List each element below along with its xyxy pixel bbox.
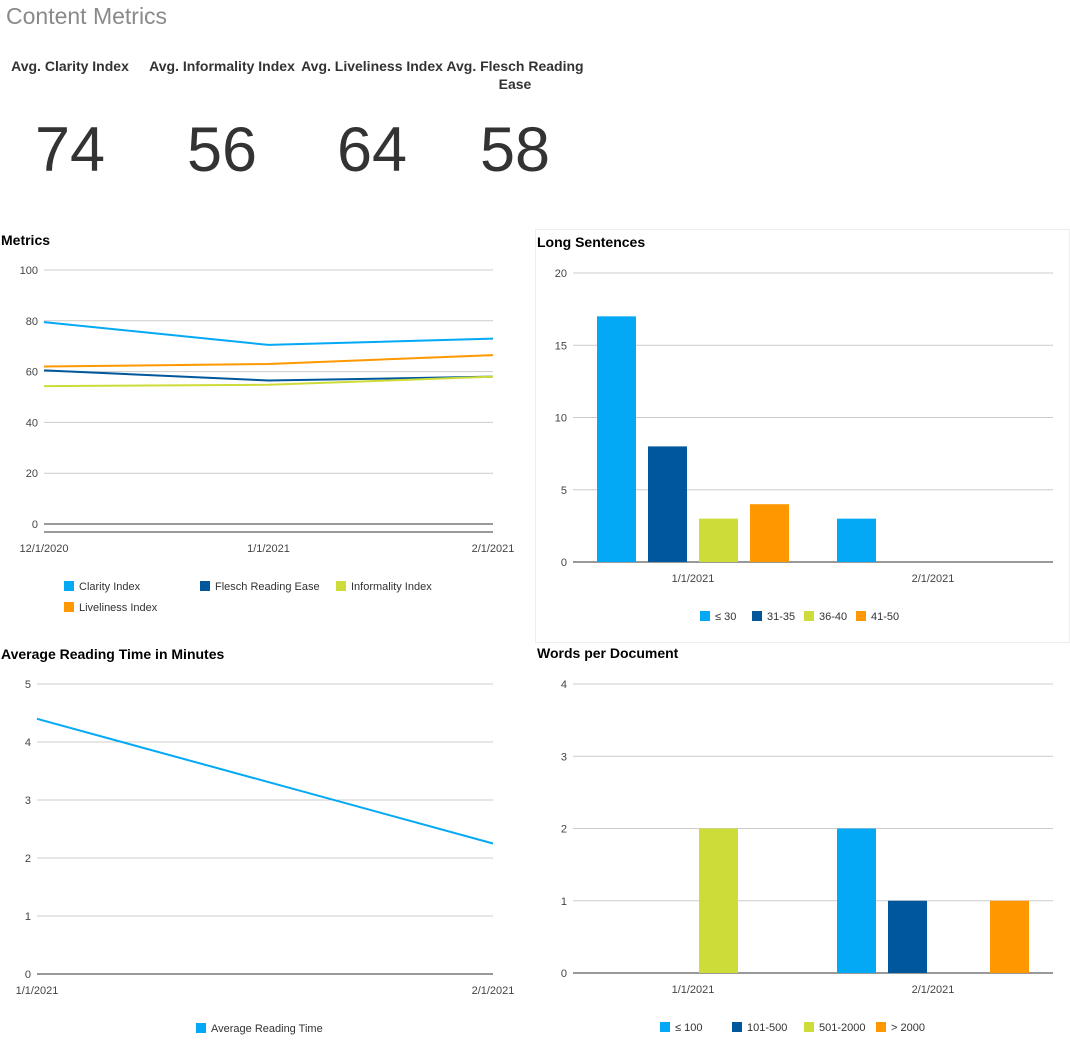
y-tick-label: 3 <box>561 751 567 763</box>
legend-label: Informality Index <box>351 581 432 593</box>
legend-label: Flesch Reading Ease <box>215 581 320 593</box>
legend-swatch <box>804 1022 814 1032</box>
legend-label: Clarity Index <box>79 581 141 593</box>
bar <box>597 316 636 562</box>
legend-label: 36-40 <box>819 611 847 623</box>
y-tick-label: 2 <box>25 853 31 865</box>
y-tick-label: 1 <box>25 911 31 923</box>
y-tick-label: 80 <box>26 316 38 328</box>
kpi-value: 64 <box>336 115 408 185</box>
bar <box>888 900 927 973</box>
y-tick-label: 100 <box>20 265 38 277</box>
y-tick-label: 4 <box>561 679 567 691</box>
legend-swatch <box>660 1022 670 1032</box>
legend-label: 101-500 <box>747 1022 787 1034</box>
chart-title: Metrics <box>1 232 50 248</box>
series-line <box>43 375 494 388</box>
x-tick-label: 2/1/2021 <box>912 984 955 996</box>
legend-swatch <box>64 581 74 591</box>
x-tick-label: 2/1/2021 <box>472 543 515 555</box>
y-tick-label: 1 <box>561 896 567 908</box>
kpi-label: Avg. Clarity Index <box>11 58 129 74</box>
legend-label: ≤ 30 <box>715 611 736 623</box>
y-tick-label: 60 <box>26 367 38 379</box>
y-tick-label: 10 <box>555 413 567 425</box>
y-tick-label: 0 <box>561 968 567 980</box>
bar <box>990 900 1029 973</box>
bar <box>837 518 876 562</box>
legend-label: Liveliness Index <box>79 602 158 614</box>
chart-title: Long Sentences <box>537 234 645 250</box>
kpi-value: 74 <box>34 115 106 185</box>
legend-swatch <box>336 581 346 591</box>
y-tick-label: 5 <box>561 485 567 497</box>
legend-swatch <box>196 1023 206 1033</box>
y-tick-label: 0 <box>32 519 38 531</box>
bar <box>699 828 738 973</box>
page-title: Content Metrics <box>6 3 168 29</box>
x-tick-label: 1/1/2021 <box>672 984 715 996</box>
y-tick-label: 0 <box>25 969 31 981</box>
series-line <box>43 369 494 382</box>
kpi-label: Avg. Informality Index <box>149 58 295 74</box>
bar <box>699 518 738 562</box>
series-line <box>36 717 494 845</box>
legend-swatch <box>200 581 210 591</box>
x-tick-label: 1/1/2021 <box>16 985 59 997</box>
kpi-informality: Avg. Informality Index 56 <box>147 57 297 185</box>
kpi-clarity: Avg. Clarity Index 74 <box>0 57 145 185</box>
legend-swatch <box>856 611 866 621</box>
x-tick-label: 1/1/2021 <box>247 543 290 555</box>
y-tick-label: 15 <box>555 340 567 352</box>
kpi-value: 58 <box>479 115 551 185</box>
y-tick-label: 20 <box>555 268 567 280</box>
bar <box>648 446 687 562</box>
legend-label: ≤ 100 <box>675 1022 702 1034</box>
bar <box>837 828 876 973</box>
legend-swatch <box>732 1022 742 1032</box>
series-line <box>43 354 494 368</box>
y-tick-label: 3 <box>25 795 31 807</box>
y-tick-label: 2 <box>561 824 567 836</box>
kpi-liveliness: Avg. Liveliness Index 64 <box>297 57 447 185</box>
chart-title: Words per Document <box>537 645 679 661</box>
legend-label: 31-35 <box>767 611 795 623</box>
legend-label: 41-50 <box>871 611 899 623</box>
legend-swatch <box>804 611 814 621</box>
kpi-value: 56 <box>186 115 258 185</box>
series-line <box>43 321 494 346</box>
kpi-label: Avg. Liveliness Index <box>301 58 443 74</box>
x-tick-label: 12/1/2020 <box>20 543 69 555</box>
x-tick-label: 1/1/2021 <box>672 573 715 585</box>
kpi-flesch: Avg. Flesch Reading Ease 58 <box>440 57 590 185</box>
x-tick-label: 2/1/2021 <box>472 985 515 997</box>
y-tick-label: 4 <box>25 737 31 749</box>
legend-swatch <box>876 1022 886 1032</box>
kpi-label: Avg. Flesch Reading Ease <box>446 58 584 92</box>
chart-title: Average Reading Time in Minutes <box>1 646 224 662</box>
legend-swatch <box>64 602 74 612</box>
bar <box>750 504 789 562</box>
y-tick-label: 40 <box>26 417 38 429</box>
legend-label: > 2000 <box>891 1022 925 1034</box>
legend-swatch <box>700 611 710 621</box>
y-tick-label: 20 <box>26 468 38 480</box>
y-tick-label: 5 <box>25 679 31 691</box>
y-tick-label: 0 <box>561 557 567 569</box>
legend-swatch <box>752 611 762 621</box>
legend-label: Average Reading Time <box>211 1023 323 1035</box>
x-tick-label: 2/1/2021 <box>912 573 955 585</box>
legend-label: 501-2000 <box>819 1022 866 1034</box>
